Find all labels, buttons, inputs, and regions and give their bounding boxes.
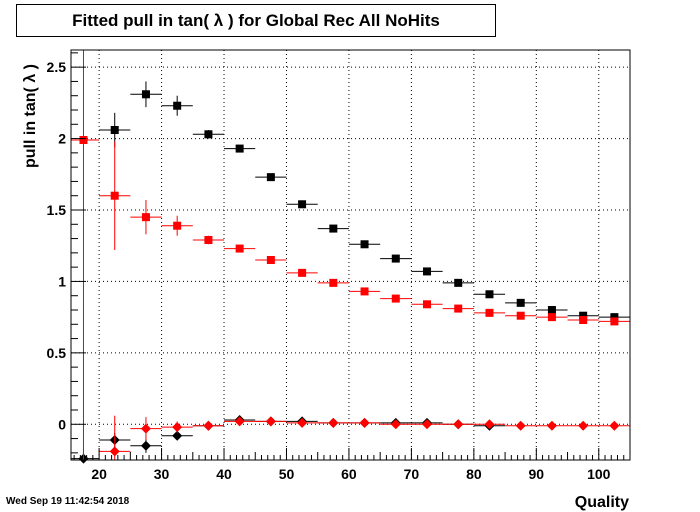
x-tick-label: 40 [216, 466, 232, 482]
x-tick-label: 70 [404, 466, 420, 482]
data-point-square [423, 300, 432, 309]
data-point-diamond [203, 420, 214, 431]
plot-frame [70, 49, 631, 461]
data-point-square [266, 256, 275, 264]
data-point-square [173, 101, 182, 110]
data-point-diamond [234, 416, 245, 427]
x-tick-label: 80 [466, 466, 482, 482]
data-point-square [610, 313, 619, 322]
x-tick-label: 60 [341, 466, 357, 482]
data-point-square [485, 308, 494, 317]
x-axis-label: Quality [575, 494, 629, 511]
data-point-square [610, 317, 619, 326]
data-point-square [516, 311, 525, 320]
data-point-square [235, 244, 244, 253]
series-1 [71, 50, 630, 460]
chart-title: Fitted pull in tan( λ ) for Global Rec A… [72, 10, 440, 30]
data-point-square [360, 240, 369, 249]
data-point-square [391, 254, 400, 263]
data-point-square [266, 173, 275, 182]
data-point-square [141, 213, 150, 222]
data-point-square [454, 304, 463, 313]
chart-title-box: Fitted pull in tan( λ ) for Global Rec A… [16, 4, 496, 37]
data-point-square [204, 236, 213, 244]
data-point-square [360, 287, 369, 296]
data-point-diamond [172, 430, 183, 441]
data-point-diamond [453, 419, 464, 430]
series-0 [99, 81, 630, 322]
data-point-square [204, 130, 213, 139]
data-point-square [423, 267, 432, 276]
data-point-diamond [109, 446, 120, 457]
y-tick-label: 0 [58, 416, 66, 432]
data-point-diamond [390, 419, 401, 430]
data-point-diamond [172, 422, 183, 433]
series-3 [82, 310, 630, 460]
data-point-diamond [422, 419, 433, 430]
data-point-square [579, 316, 588, 324]
data-point-square [579, 311, 588, 320]
data-point-square [391, 294, 400, 303]
y-tick-label: 1.5 [47, 202, 67, 218]
y-axis-label: pull in tan( λ ) [22, 64, 39, 168]
grid-lines [71, 50, 630, 460]
data-point-square [329, 278, 338, 287]
data-point-diamond [265, 416, 276, 427]
data-point-square [485, 290, 494, 299]
x-tick-label: 100 [587, 466, 611, 482]
y-tick-label: 2.5 [47, 59, 67, 75]
data-point-diamond [140, 440, 151, 451]
data-point-square [110, 191, 119, 200]
data-point-square [141, 90, 150, 99]
data-point-square [298, 268, 307, 277]
y-tick-label: 1 [58, 273, 66, 289]
data-point-square [547, 306, 556, 314]
data-point-square [235, 144, 244, 153]
data-point-square [454, 278, 463, 287]
x-tick-label: 50 [279, 466, 295, 482]
data-point-square [547, 313, 556, 322]
data-point-diamond [297, 417, 308, 428]
data-point-square [516, 298, 525, 307]
x-tick-label: 30 [154, 466, 170, 482]
y-tick-label: 2 [58, 131, 66, 147]
x-tick-label: 90 [529, 466, 545, 482]
data-point-square [173, 221, 182, 230]
timestamp: Wed Sep 19 11:42:54 2018 [6, 496, 130, 507]
data-point-diamond [140, 423, 151, 434]
data-point-diamond [328, 417, 339, 428]
data-point-square [79, 136, 88, 144]
data-point-diamond [546, 420, 557, 431]
data-point-diamond [484, 419, 495, 430]
x-tick-label: 20 [91, 466, 107, 482]
data-point-square [298, 200, 307, 209]
axis-ticks: 20 30 40 50 60 70 80 90 100 0 0.5 1 1.5 2 2.5 [47, 52, 631, 482]
data-point-square [329, 224, 338, 233]
data-markers [71, 50, 630, 464]
data-point-square [110, 126, 119, 134]
y-tick-label: 0.5 [47, 345, 67, 361]
data-point-diamond [578, 420, 589, 431]
data-point-diamond [515, 420, 526, 431]
data-point-diamond [609, 420, 620, 431]
data-point-diamond [359, 417, 370, 428]
